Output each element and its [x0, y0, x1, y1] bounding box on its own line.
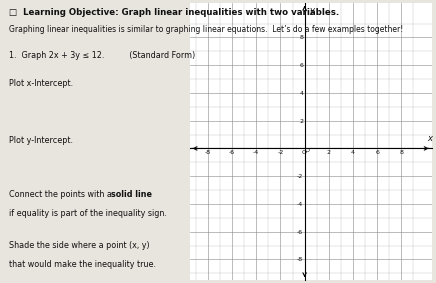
- Text: O: O: [305, 148, 310, 153]
- Text: Connect the points with a: Connect the points with a: [9, 190, 114, 199]
- Text: Plot x-Intercept.: Plot x-Intercept.: [9, 79, 73, 88]
- Text: □  Learning Objective: Graph linear inequalities with two variables.: □ Learning Objective: Graph linear inequ…: [9, 8, 339, 18]
- Text: y: y: [310, 6, 314, 15]
- Text: if equality is part of the inequality sign.: if equality is part of the inequality si…: [9, 209, 167, 218]
- Text: Shade the side where a point (x, y): Shade the side where a point (x, y): [9, 241, 150, 250]
- Text: x: x: [427, 134, 432, 143]
- Text: Graphing linear inequalities is similar to graphing linear equations.  Let’s do : Graphing linear inequalities is similar …: [9, 25, 403, 35]
- Text: Plot y-Intercept.: Plot y-Intercept.: [9, 136, 73, 145]
- Text: solid line: solid line: [111, 190, 152, 199]
- Text: that would make the inequality true.: that would make the inequality true.: [9, 260, 156, 269]
- Text: 1.  Graph 2x + 3y ≤ 12.          (Standard Form): 1. Graph 2x + 3y ≤ 12. (Standard Form): [9, 51, 195, 60]
